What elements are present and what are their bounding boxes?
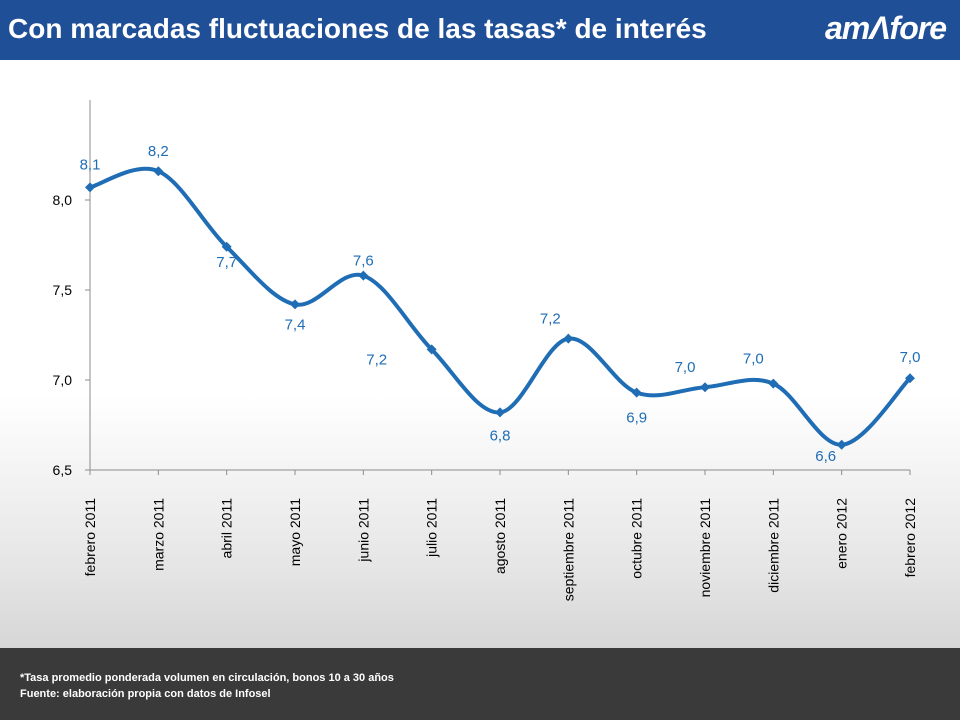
y-tick-label: 6,5	[53, 462, 73, 478]
data-label: 7,4	[285, 316, 306, 333]
data-point	[700, 382, 710, 393]
data-point	[85, 182, 95, 193]
x-tick-label: septiembre 2011	[560, 498, 576, 601]
data-label: 6,9	[626, 410, 647, 427]
chart-axes	[85, 100, 911, 475]
header-bar: Con marcadas fluctuaciones de las tasas*…	[0, 0, 960, 60]
data-label: 7,2	[366, 351, 387, 368]
data-point	[563, 333, 574, 344]
data-label: 6,6	[815, 448, 836, 465]
data-label: 7,7	[216, 254, 237, 271]
x-tick-labels: febrero 2011 marzo 2011 abril 2011 mayo 201…	[82, 498, 918, 601]
y-tick-label: 7,5	[53, 282, 73, 298]
x-tick-label: junio 2011	[355, 498, 371, 563]
x-tick-label: febrero 2012	[902, 498, 918, 578]
y-tick-label: 7,0	[53, 372, 73, 388]
footnote: *Tasa promedio ponderada volumen en circ…	[20, 672, 394, 684]
data-point	[768, 378, 779, 389]
x-tick-label: julio 2011	[424, 498, 440, 558]
y-tick-labels: 6,5 7,0 7,5 8,0	[53, 192, 73, 478]
footer: *Tasa promedio ponderada volumen en circ…	[0, 648, 960, 720]
x-tick-label: febrero 2011	[82, 498, 98, 577]
data-label: 7,0	[743, 351, 764, 368]
line-chart: 8,18,27,77,47,67,26,87,26,97,07,06,67,0 …	[53, 100, 921, 601]
data-labels: 8,1 8,2 7,7 7,4 7,6 7,2 6,8 7,2 6,9 7,0 7,0 6,6 7,0	[80, 143, 921, 465]
x-tick-label: marzo 2011	[150, 498, 166, 571]
data-point	[358, 270, 369, 281]
x-tick-label: agosto 2011	[492, 498, 508, 574]
data-label: 8,1	[80, 156, 101, 173]
y-tick-label: 8,0	[53, 192, 73, 208]
data-label: 7,0	[900, 349, 921, 366]
data-point	[495, 407, 505, 418]
data-point	[426, 344, 437, 355]
data-label: 7,2	[540, 311, 561, 328]
data-point	[905, 373, 915, 384]
x-tick-label: mayo 2011	[287, 498, 303, 566]
data-label: 6,8	[490, 427, 511, 444]
data-point	[836, 439, 847, 450]
x-tick-label: abril 2011	[219, 498, 235, 559]
x-tick-label: octubre 2011	[629, 498, 645, 579]
x-tick-label: enero 2012	[834, 498, 850, 569]
data-label: 8,2	[148, 143, 169, 160]
data-label: 7,0	[675, 359, 696, 376]
data-point	[290, 299, 300, 310]
data-point	[221, 241, 232, 252]
series-markers	[85, 166, 915, 450]
data-label: 7,6	[353, 253, 374, 270]
x-tick-label: noviembre 2011	[697, 498, 713, 598]
data-point	[631, 387, 642, 398]
chart-area: 8,1 8,2 7,7 7,4 7,6 7,2 6,8 7,2 6,9 7,0 7,0 6,6 7,0 …	[0, 60, 960, 648]
page-title: Con marcadas fluctuaciones de las tasas*…	[8, 13, 707, 44]
series-line	[88, 166, 912, 447]
x-tick-label: diciembre 2011	[765, 498, 781, 593]
amafore-logo: amΛfore	[824, 10, 947, 46]
source-note: Fuente: elaboración propia con datos de …	[20, 688, 271, 700]
data-point	[153, 166, 164, 177]
